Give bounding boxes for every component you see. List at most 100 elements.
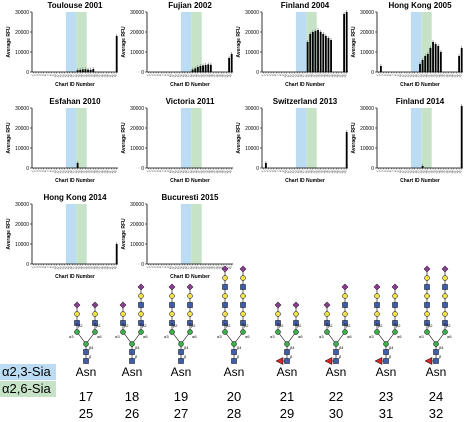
glcnac-square bbox=[424, 284, 430, 290]
x-tick-label: 28 bbox=[330, 169, 335, 174]
y-tick-label: 30000 bbox=[360, 106, 374, 112]
x-tick-label: 5 bbox=[40, 73, 44, 77]
asn-label: Asn bbox=[326, 365, 347, 379]
chart-title: Switzerland 2013 bbox=[273, 97, 338, 106]
x-tick-label: 2 bbox=[148, 169, 152, 173]
bar bbox=[191, 69, 194, 72]
x-tick-label: 12 bbox=[58, 169, 63, 174]
glcnac-square bbox=[240, 284, 246, 290]
x-tick-label: 15 bbox=[411, 169, 416, 174]
x-tick-label: 18 bbox=[189, 73, 194, 78]
x-tick-label: 12 bbox=[173, 73, 178, 78]
x-tick-label: 13 bbox=[61, 265, 66, 270]
x-tick-label: 30 bbox=[105, 73, 110, 78]
x-tick-label: 26 bbox=[94, 169, 99, 174]
x-tick-label: 25 bbox=[207, 265, 212, 270]
glycan-structure: β4 α3 α6 β2 β2 β Asn bbox=[270, 301, 303, 379]
sialic-acid-diamond bbox=[323, 301, 331, 309]
mannose-circle bbox=[392, 329, 398, 335]
glycan-structure: β4 α3 α6 β2 β2 β Asn bbox=[115, 283, 148, 379]
x-tick-label: 17 bbox=[186, 265, 191, 270]
y-axis-label: Average RFU bbox=[6, 122, 12, 154]
x-tick-label: 18 bbox=[74, 73, 79, 78]
x-tick-label: 20 bbox=[424, 169, 429, 174]
row-label-a26-sia: α2,6-Sia bbox=[0, 381, 56, 397]
a23-band bbox=[410, 108, 422, 168]
galactose-circle bbox=[342, 311, 348, 317]
a26-band bbox=[421, 108, 432, 168]
x-tick-label: 5 bbox=[270, 169, 274, 173]
mannose-circle bbox=[222, 329, 228, 335]
x-tick-label: 25 bbox=[437, 169, 442, 174]
bar bbox=[76, 70, 79, 72]
x-tick-label: 27 bbox=[97, 169, 102, 174]
x-axis-label: Chart ID Number bbox=[285, 82, 325, 88]
a26-band bbox=[421, 12, 432, 72]
x-tick-label: 4 bbox=[383, 169, 387, 173]
x-tick-label: 19 bbox=[76, 73, 81, 78]
x-tick-label: 10 bbox=[168, 265, 173, 270]
bar bbox=[439, 52, 442, 72]
x-tick-label: 22 bbox=[199, 73, 204, 78]
bar bbox=[230, 54, 233, 72]
x-tick-label: 30 bbox=[220, 265, 225, 270]
x-tick-label: 15 bbox=[66, 265, 71, 270]
x-tick-label: 21 bbox=[196, 169, 201, 174]
x-tick-label: 28 bbox=[330, 73, 335, 78]
y-tick-label: 0 bbox=[141, 70, 144, 76]
bar bbox=[330, 40, 332, 72]
glcnac-square bbox=[442, 302, 448, 308]
glycan-structure: β4 α3 α6 β2 β2 β Asn bbox=[319, 283, 352, 379]
x-tick-label: 27 bbox=[212, 169, 217, 174]
bar bbox=[343, 14, 346, 72]
x-tick-label: 16 bbox=[413, 169, 418, 174]
x-tick-label: 33 bbox=[113, 169, 118, 174]
glcnac-square bbox=[383, 349, 389, 355]
x-tick-label: 10 bbox=[398, 169, 403, 174]
x-tick-label: 30 bbox=[105, 169, 110, 174]
x-tick-label: 6 bbox=[43, 169, 47, 173]
x-tick-label: 27 bbox=[442, 169, 447, 174]
x-axis-label: Chart ID Number bbox=[55, 82, 95, 88]
y-axis-label: Average RFU bbox=[236, 26, 242, 58]
galactose-circle bbox=[424, 275, 430, 281]
bar bbox=[209, 64, 212, 72]
x-axis-label: Chart ID Number bbox=[55, 178, 95, 184]
a23-glycan-id: 24 bbox=[428, 389, 444, 404]
x-tick-label: 27 bbox=[442, 73, 447, 78]
x-tick-label: 13 bbox=[291, 73, 296, 78]
x-tick-label: 16 bbox=[183, 73, 188, 78]
x-tick-label: 2 bbox=[33, 169, 37, 173]
bar bbox=[76, 163, 79, 168]
a26-glycan-id: 30 bbox=[328, 406, 344, 421]
x-tick-label: 2 bbox=[263, 73, 267, 77]
x-tick-label: 27 bbox=[327, 169, 332, 174]
a26-band bbox=[76, 12, 87, 72]
y-tick-label: 10000 bbox=[15, 50, 29, 56]
x-tick-label: 10 bbox=[283, 169, 288, 174]
a23-band bbox=[295, 108, 307, 168]
galactose-circle bbox=[138, 293, 144, 299]
x-tick-label: 24 bbox=[89, 169, 94, 174]
x-tick-label: 15 bbox=[411, 73, 416, 78]
x-tick-label: 10 bbox=[283, 73, 288, 78]
linkage-label: α3 bbox=[69, 334, 74, 339]
galactose-circle bbox=[442, 311, 448, 317]
fucose-triangle bbox=[275, 357, 284, 365]
linkage-label: β2 bbox=[191, 323, 196, 328]
x-tick-label: 15 bbox=[66, 169, 71, 174]
mannose-circle bbox=[424, 329, 430, 335]
x-tick-label: 30 bbox=[450, 73, 455, 78]
mannose-circle bbox=[374, 329, 380, 335]
bar bbox=[421, 166, 424, 168]
x-tick-label: 12 bbox=[58, 265, 63, 270]
linkage-label: β2 bbox=[226, 323, 231, 328]
a23-band bbox=[65, 12, 77, 72]
a26-glycan-id: 28 bbox=[226, 406, 242, 421]
mannose-circle bbox=[284, 341, 290, 347]
linkage-label: β bbox=[389, 354, 392, 359]
